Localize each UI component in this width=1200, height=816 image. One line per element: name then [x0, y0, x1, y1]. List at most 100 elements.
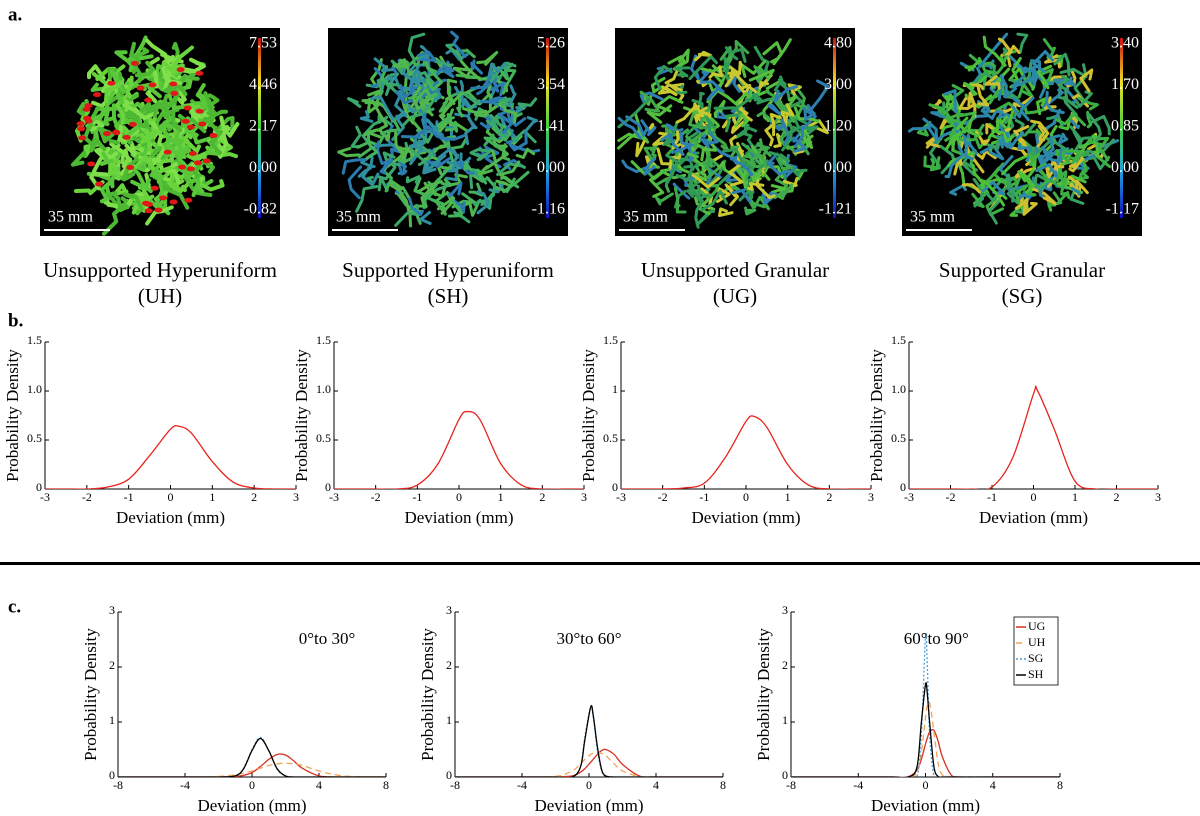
x-tick-label: 0	[168, 490, 174, 504]
y-tick-label: 1.5	[27, 333, 42, 347]
deviation-spot	[210, 133, 218, 138]
x-tick-label: -4	[517, 778, 527, 792]
x-tick-label: -4	[853, 778, 863, 792]
colorbar-tick-label: 5.26	[537, 35, 565, 52]
scale-bar-label: 35 mm	[910, 209, 955, 226]
colorbar-tick-label: 2.17	[249, 118, 277, 135]
x-tick-label: 1	[209, 490, 215, 504]
x-tick-label: 8	[383, 778, 389, 792]
y-axis-label: Probability Density	[418, 628, 437, 761]
deviation-spot	[145, 208, 153, 213]
deviation-spot	[131, 61, 139, 66]
render-abbr: (SG)	[1002, 284, 1043, 308]
y-tick-label: 1	[446, 713, 452, 727]
x-axis-label: Deviation (mm)	[197, 796, 306, 815]
series-line	[621, 416, 871, 490]
y-tick-label: 1	[782, 713, 788, 727]
deviation-spot	[203, 158, 211, 163]
x-tick-label: 8	[1057, 778, 1063, 792]
deviation-spot	[198, 121, 206, 126]
x-tick-label: 1	[785, 490, 791, 504]
annotation: 30°to 60°	[556, 629, 621, 648]
series-line	[334, 412, 584, 490]
y-tick-label: 1.5	[891, 333, 906, 347]
y-axis-label: Probability Density	[81, 628, 100, 761]
y-tick-label: 1	[109, 713, 115, 727]
panel-label: c.	[8, 596, 21, 617]
separator	[0, 562, 1200, 565]
deviation-spot	[189, 151, 197, 156]
render-title: Supported Hyperuniform	[342, 258, 554, 282]
y-axis-label: Probability Density	[292, 349, 311, 482]
y-tick-label: 0.5	[603, 431, 618, 445]
deviation-spot	[144, 98, 152, 103]
y-tick-label: 0.5	[316, 431, 331, 445]
x-tick-label: 0	[1031, 490, 1037, 504]
y-axis-label: Probability Density	[754, 628, 773, 761]
x-axis-label: Deviation (mm)	[404, 508, 513, 527]
y-tick-label: 2	[446, 658, 452, 672]
scale-bar-label: 35 mm	[48, 209, 93, 226]
deviation-spot	[77, 126, 85, 131]
deviation-spot	[129, 122, 137, 127]
series-line	[455, 749, 723, 777]
series-line	[909, 386, 1158, 490]
figure: a. b. c. 7.534.462.170.00-0.8235 mmUnsup…	[0, 0, 1200, 816]
x-tick-label: -1	[987, 490, 997, 504]
y-tick-label: 1.0	[891, 382, 906, 396]
deviation-spot	[177, 67, 185, 72]
deviation-spot	[184, 198, 192, 203]
x-tick-label: -8	[786, 778, 796, 792]
x-tick-label: 0	[586, 778, 592, 792]
series-line	[791, 730, 1060, 778]
deviation-spot	[155, 208, 163, 213]
deviation-spot	[159, 195, 167, 200]
x-tick-label: 1	[498, 490, 504, 504]
x-tick-label: 2	[1114, 490, 1120, 504]
colorbar-tick-label: 4.80	[824, 35, 852, 52]
x-tick-label: -2	[371, 490, 381, 504]
colorbar-tick-label: -1.21	[819, 201, 852, 218]
y-tick-label: 1	[612, 382, 618, 396]
x-tick-label: -4	[180, 778, 190, 792]
x-tick-label: 3	[1155, 490, 1161, 504]
x-tick-label: 2	[826, 490, 832, 504]
x-tick-label: -3	[329, 490, 339, 504]
deviation-spot	[196, 109, 204, 114]
colorbar-tick-label: 0.00	[537, 159, 565, 176]
deviation-spot	[182, 119, 190, 124]
colorbar-tick-label: -1.17	[1106, 201, 1139, 218]
y-tick-label: 2	[109, 658, 115, 672]
deviation-spot	[170, 199, 178, 204]
deviation-spot	[85, 103, 93, 108]
colorbar-tick-label: -0.82	[244, 201, 277, 218]
y-tick-label: 1.0	[27, 382, 42, 396]
colorbar-tick-label: 1.20	[824, 118, 852, 135]
x-tick-label: -3	[904, 490, 914, 504]
deviation-spot	[178, 165, 186, 170]
x-tick-label: -1	[412, 490, 422, 504]
deviation-spot	[164, 150, 172, 155]
colorbar-tick-label: 3.40	[1111, 35, 1139, 52]
y-axis-label: Probability Density	[579, 349, 598, 482]
deviation-spot	[77, 121, 85, 126]
x-tick-label: 0	[743, 490, 749, 504]
deviation-spot	[169, 82, 177, 87]
y-tick-label: 3	[446, 603, 452, 617]
colorbar-tick-label: 0.00	[1111, 159, 1139, 176]
series-line	[791, 702, 1060, 778]
deviation-spot	[78, 135, 86, 140]
deviation-spot	[95, 182, 103, 187]
deviation-spot	[184, 105, 192, 110]
x-tick-label: -1	[699, 490, 709, 504]
x-tick-label: -3	[616, 490, 626, 504]
panel-label: a.	[8, 4, 22, 25]
annotation: 0°to 30°	[299, 629, 356, 648]
scale-bar-label: 35 mm	[336, 209, 381, 226]
colorbar-tick-label: 7.53	[249, 35, 277, 52]
deviation-spot	[123, 135, 131, 140]
render-title: Unsupported Hyperuniform	[43, 258, 277, 282]
series-line	[45, 426, 296, 490]
deviation-spot	[170, 91, 178, 96]
panel-label: b.	[8, 310, 23, 331]
